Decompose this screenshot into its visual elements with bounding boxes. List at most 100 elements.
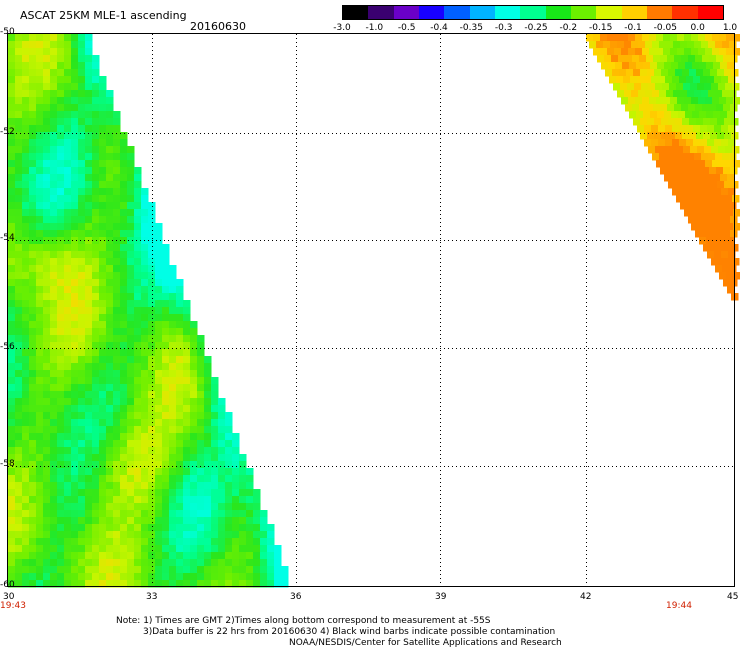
data-cell xyxy=(57,405,65,413)
data-cell xyxy=(148,223,156,231)
data-cell xyxy=(162,552,170,560)
data-cell xyxy=(253,538,261,546)
data-cell xyxy=(99,391,107,399)
data-cell xyxy=(674,104,682,112)
data-cell xyxy=(92,118,100,126)
data-cell xyxy=(22,111,30,119)
data-cell xyxy=(85,314,93,322)
data-cell xyxy=(698,97,706,105)
data-cell xyxy=(92,293,100,301)
data-cell xyxy=(57,202,65,210)
data-cell xyxy=(197,517,205,525)
data-cell xyxy=(78,440,86,448)
data-cell xyxy=(8,531,16,539)
data-cell xyxy=(22,34,30,42)
data-cell xyxy=(239,503,247,511)
data-cell xyxy=(43,524,51,532)
data-cell xyxy=(148,286,156,294)
data-cell xyxy=(64,118,72,126)
data-cell xyxy=(71,90,79,98)
data-cell xyxy=(693,188,701,196)
data-cell xyxy=(190,363,198,371)
data-cell xyxy=(609,76,617,84)
data-cell xyxy=(29,272,37,280)
data-cell xyxy=(22,195,30,203)
data-cell xyxy=(29,139,37,147)
data-cell xyxy=(162,300,170,308)
colorbar-label: 0.0 xyxy=(690,23,705,33)
data-cell xyxy=(169,524,177,532)
data-cell xyxy=(155,356,163,364)
data-cell xyxy=(183,405,191,413)
data-cell xyxy=(92,174,100,182)
data-cell xyxy=(679,139,687,147)
data-cell xyxy=(99,223,107,231)
data-cell xyxy=(106,426,114,434)
data-cell xyxy=(673,41,681,49)
data-cell xyxy=(85,461,93,469)
data-cell xyxy=(253,580,261,588)
data-cell xyxy=(78,384,86,392)
data-cell xyxy=(134,300,142,308)
data-cell xyxy=(64,559,72,567)
data-cell xyxy=(176,321,184,329)
data-cell xyxy=(702,55,710,63)
data-cell xyxy=(99,377,107,385)
data-cell xyxy=(190,489,198,497)
data-cell xyxy=(690,146,698,154)
data-cell xyxy=(106,440,114,448)
data-cell xyxy=(141,426,149,434)
data-cell xyxy=(50,433,58,441)
data-cell xyxy=(232,531,240,539)
data-cell xyxy=(113,503,121,511)
data-cell xyxy=(50,41,58,49)
data-cell xyxy=(232,552,240,560)
data-cell xyxy=(120,132,128,140)
data-cell xyxy=(8,349,16,357)
data-cell xyxy=(64,433,72,441)
data-cell xyxy=(183,538,191,546)
data-cell xyxy=(120,559,128,567)
data-cell xyxy=(71,125,79,133)
data-cell xyxy=(64,293,72,301)
data-cell xyxy=(634,83,642,91)
data-cell xyxy=(8,398,16,406)
data-cell xyxy=(36,286,44,294)
data-cell xyxy=(99,419,107,427)
data-cell xyxy=(29,118,37,126)
data-cell xyxy=(232,440,240,448)
data-cell xyxy=(169,461,177,469)
data-cell xyxy=(99,510,107,518)
data-cell xyxy=(36,412,44,420)
data-cell xyxy=(43,188,51,196)
data-cell xyxy=(15,440,23,448)
data-cell xyxy=(8,251,16,259)
data-cell xyxy=(36,517,44,525)
data-cell xyxy=(71,405,79,413)
data-cell xyxy=(92,167,100,175)
data-cell xyxy=(732,83,740,91)
data-cell xyxy=(707,251,715,259)
data-cell xyxy=(99,314,107,322)
data-cell xyxy=(148,391,156,399)
data-cell xyxy=(674,167,682,175)
data-cell xyxy=(43,545,51,553)
data-cell xyxy=(706,62,714,70)
data-cell xyxy=(36,265,44,273)
data-cell xyxy=(50,139,58,147)
data-cell xyxy=(663,97,671,105)
data-cell xyxy=(36,328,44,336)
data-cell xyxy=(113,209,121,217)
data-cell xyxy=(218,559,226,567)
data-cell xyxy=(85,454,93,462)
data-cell xyxy=(92,209,100,217)
data-cell xyxy=(99,363,107,371)
data-cell xyxy=(99,160,107,168)
data-cell xyxy=(15,195,23,203)
data-cell xyxy=(15,139,23,147)
data-cell xyxy=(197,440,205,448)
data-cell xyxy=(43,83,51,91)
data-cell xyxy=(22,496,30,504)
data-cell xyxy=(707,188,715,196)
data-cell xyxy=(43,377,51,385)
